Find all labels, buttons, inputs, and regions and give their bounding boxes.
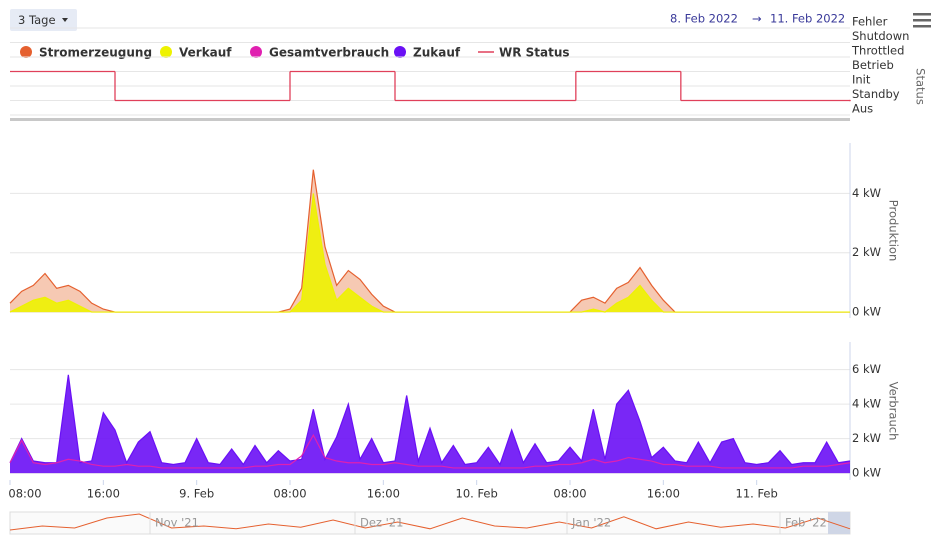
date-from[interactable]: 8. Feb 2022 [670,12,738,26]
series-line [9,169,850,313]
x-tick-label: 10. Feb [456,487,498,501]
x-tick-label: 9. Feb [179,487,214,501]
legend-symbol[interactable] [160,46,172,58]
navigator-label: Nov '21 [155,516,199,530]
series-line [9,193,850,313]
y-category-label: Betrieb [852,58,894,72]
navigator-label: Jan '22 [571,516,611,530]
y-category-label: Throttled [851,44,904,58]
y-tick-label: 6 kW [852,362,881,376]
status-point [849,99,851,102]
navigator[interactable] [9,511,851,535]
x-tick-label: 16:00 [647,487,680,501]
y-tick-label: 0 kW [852,466,881,480]
menu-bar[interactable] [913,19,931,22]
legend-label[interactable]: WR Status [499,46,570,60]
legend-label[interactable]: Stromerzeugung [39,46,152,60]
legend-label[interactable]: Zukauf [413,46,461,60]
date-to[interactable]: 11. Feb 2022 [770,12,845,26]
y-category-label: Init [852,73,871,87]
axis-title: Status [914,68,928,105]
navigator-label: Feb '22 [785,516,827,530]
legend-symbol[interactable] [250,46,262,58]
y-tick-label: 4 kW [852,397,881,411]
x-tick-label: 08:00 [8,487,41,501]
y-category-label: Shutdown [852,29,909,43]
legend-symbol[interactable] [20,46,32,58]
axis-title: Verbrauch [887,382,901,441]
y-tick-label: 2 kW [852,245,881,259]
caret-icon[interactable] [62,18,68,22]
series-line [9,433,851,469]
navigator-handle[interactable] [828,512,850,534]
navigator-label: Dez '21 [360,516,403,530]
y-category-label: Aus [852,102,873,116]
legend-label[interactable]: Verkauf [179,46,232,60]
range-button[interactable] [10,9,77,31]
area-fill [10,169,850,313]
y-category-label: Fehler [852,15,888,29]
series-line [9,374,851,466]
x-tick-label: 16:00 [87,487,120,501]
y-tick-label: 0 kW [852,305,881,319]
y-tick-label: 2 kW [852,431,881,445]
panel-separator [10,118,850,121]
x-tick-label: 08:00 [273,487,306,501]
x-tick-label: 16:00 [367,487,400,501]
x-tick-label: 08:00 [553,487,586,501]
date-arrow: → [752,12,762,26]
y-tick-label: 4 kW [852,186,881,200]
y-category-label: Standby [852,87,900,101]
area-fill [10,374,850,474]
legend-label[interactable]: Gesamtverbrauch [269,46,389,60]
x-tick-label: 11. Feb [736,487,778,501]
menu-bar[interactable] [913,13,931,16]
axis-title: Produktion [887,200,901,262]
menu-icon[interactable] [913,13,931,28]
menu-bar[interactable] [913,25,931,28]
legend-symbol[interactable] [394,46,406,58]
range-button-label[interactable]: 3 Tage [18,13,56,27]
